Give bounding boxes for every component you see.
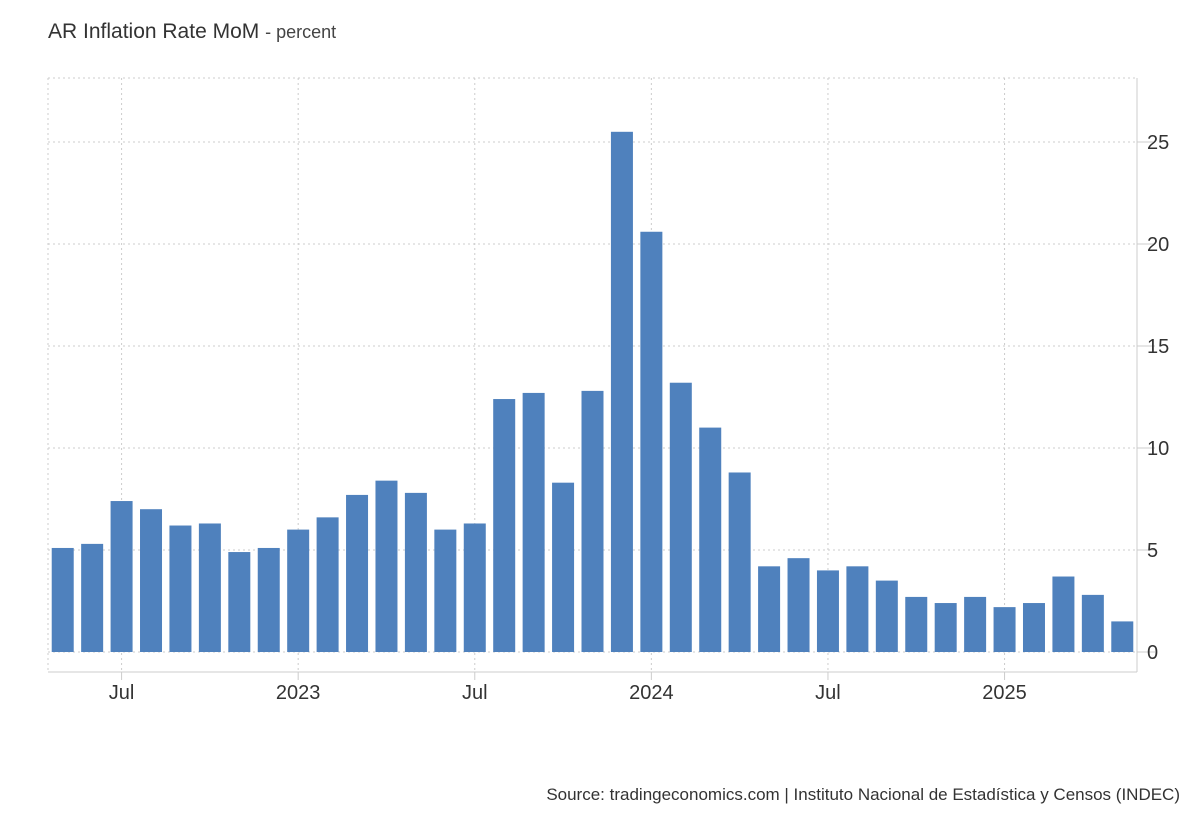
- x-tick-label: Jul: [109, 682, 135, 704]
- bar-2022-10: [198, 523, 221, 652]
- source-note: Source: tradingeconomics.com | Instituto…: [546, 785, 1180, 804]
- bar-2024-08: [846, 566, 869, 652]
- bar-2023-05: [404, 492, 427, 652]
- bar-2023-10: [552, 482, 575, 652]
- x-tick-label: 2023: [276, 682, 321, 704]
- bar-2023-12: [610, 131, 633, 653]
- bar-2024-06: [787, 558, 810, 652]
- bar-2024-01: [640, 231, 663, 652]
- bar-2024-02: [669, 382, 692, 652]
- bar-2023-01: [287, 529, 310, 652]
- bar-2022-05: [51, 547, 74, 652]
- bar-2025-04: [1081, 594, 1104, 652]
- bar-2025-05: [1111, 621, 1134, 652]
- bar-2024-12: [964, 596, 987, 652]
- bar-2023-04: [375, 480, 398, 652]
- bar-2022-07: [110, 501, 133, 652]
- x-tick-label: 2025: [982, 682, 1027, 704]
- y-tick-label: 20: [1147, 234, 1169, 256]
- bar-2023-02: [316, 517, 339, 652]
- bar-2024-09: [875, 580, 898, 652]
- chart-title: AR Inflation Rate MoM - percent: [48, 20, 336, 44]
- bar-2024-04: [728, 472, 751, 652]
- bar-2023-03: [346, 494, 369, 652]
- bar-2022-12: [257, 547, 280, 652]
- y-tick-label: 25: [1147, 132, 1169, 154]
- bar-2022-06: [81, 543, 104, 652]
- bar-2023-09: [522, 392, 545, 652]
- bar-2024-07: [816, 570, 839, 652]
- bar-2025-02: [1022, 603, 1045, 652]
- y-tick-label: 15: [1147, 336, 1169, 358]
- y-tick-label: 10: [1147, 438, 1169, 460]
- bar-2023-11: [581, 390, 604, 652]
- x-tick-label: 2024: [629, 682, 674, 704]
- bar-2023-08: [493, 399, 516, 652]
- bar-2022-08: [140, 509, 163, 652]
- chart-subtitle: - percent: [265, 22, 337, 42]
- bar-2022-09: [169, 525, 192, 652]
- chart-title-text: AR Inflation Rate MoM: [48, 20, 260, 43]
- bar-2022-11: [228, 552, 251, 652]
- y-tick-label: 5: [1147, 540, 1158, 562]
- bar-2025-01: [993, 607, 1016, 652]
- bar-2025-03: [1052, 576, 1075, 652]
- bar-2024-10: [905, 596, 928, 652]
- bar-2023-07: [463, 523, 486, 652]
- bar-2023-06: [434, 529, 457, 652]
- bar-2024-03: [699, 427, 722, 652]
- x-tick-label: Jul: [462, 682, 488, 704]
- x-tick-label: Jul: [815, 682, 841, 704]
- y-tick-label: 0: [1147, 642, 1158, 664]
- bar-2024-11: [934, 603, 957, 652]
- bar-2024-05: [758, 566, 781, 652]
